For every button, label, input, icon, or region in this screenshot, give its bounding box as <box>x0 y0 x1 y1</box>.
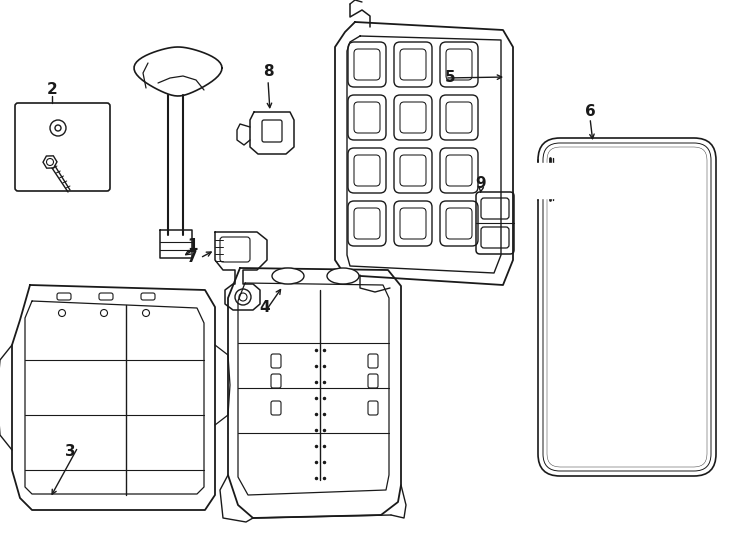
Text: 2: 2 <box>47 83 57 98</box>
Text: 6: 6 <box>584 105 595 119</box>
Text: 3: 3 <box>65 444 76 460</box>
Ellipse shape <box>272 268 304 284</box>
Ellipse shape <box>327 268 359 284</box>
Text: 5: 5 <box>445 71 455 85</box>
Text: 8: 8 <box>263 64 273 79</box>
Bar <box>536 163 554 198</box>
Text: 1: 1 <box>188 238 198 253</box>
Polygon shape <box>12 285 215 510</box>
Text: 7: 7 <box>186 251 197 266</box>
Text: 4: 4 <box>260 300 270 314</box>
Text: 9: 9 <box>476 176 487 191</box>
Polygon shape <box>228 268 401 518</box>
